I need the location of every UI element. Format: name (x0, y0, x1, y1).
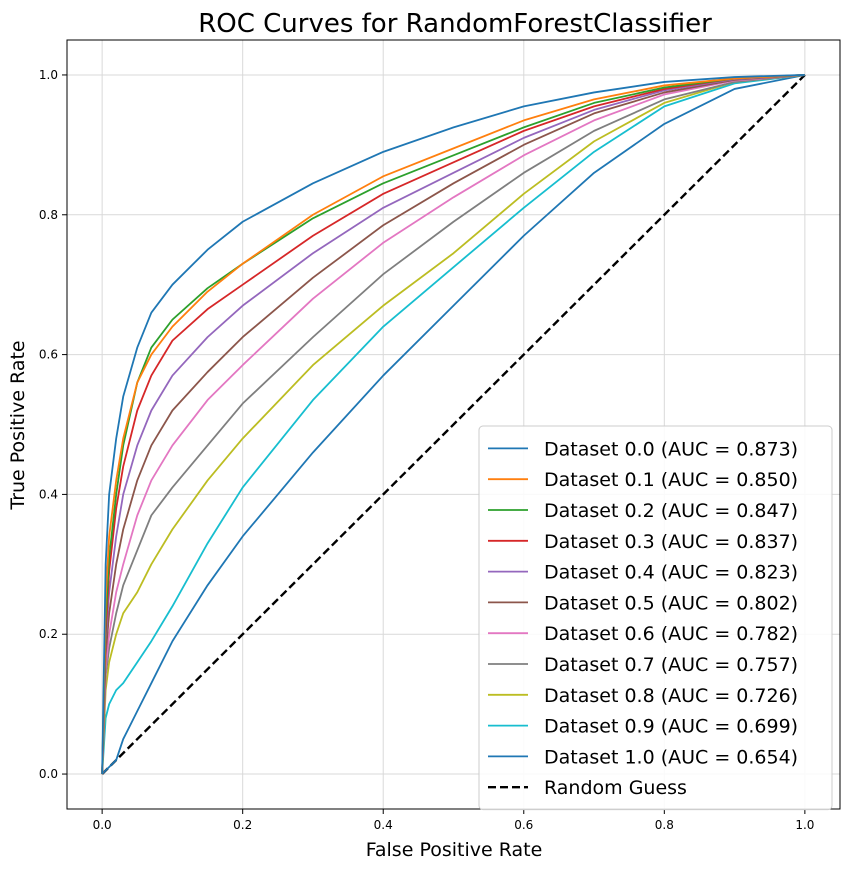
legend-box (478, 425, 833, 811)
legend-entry-label: Dataset 0.2 (AUC = 0.847) (544, 500, 798, 522)
roc-curve-series (101, 74, 805, 775)
roc-curve-series (101, 74, 805, 775)
legend-entry-label: Random Guess (544, 777, 687, 799)
x-tick-label: 1.0 (795, 818, 814, 832)
y-tick-label: 0.0 (39, 767, 58, 781)
legend-entry-label: Dataset 0.5 (AUC = 0.802) (544, 592, 798, 614)
plot-lines (101, 74, 806, 775)
x-tick-label: 0.4 (374, 818, 393, 832)
legend: Dataset 0.0 (AUC = 0.873) Dataset 0.1 (AU… (478, 425, 833, 811)
roc-curve-series (101, 74, 805, 775)
y-tick-label: 0.6 (39, 348, 58, 362)
legend-entry-label: Dataset 0.4 (AUC = 0.823) (544, 562, 798, 584)
legend-entry-label: Dataset 0.0 (AUC = 0.873) (544, 438, 798, 460)
legend-entry-label: Dataset 0.3 (AUC = 0.837) (544, 531, 798, 553)
roc-curve-series (101, 74, 805, 775)
y-tick-label: 0.2 (39, 627, 58, 641)
roc-curve-series (101, 74, 805, 775)
x-axis-title: False Positive Rate (366, 839, 543, 861)
x-tick-label: 0.8 (655, 818, 674, 832)
legend-entry-label: Dataset 0.6 (AUC = 0.782) (544, 623, 798, 645)
grid (67, 40, 840, 809)
legend-entry-label: Dataset 0.9 (AUC = 0.699) (544, 716, 798, 738)
roc-curve-series (101, 74, 805, 775)
roc-curve-series (101, 74, 805, 775)
legend-entry-label: Dataset 0.1 (AUC = 0.850) (544, 469, 798, 491)
legend-entry-label: Dataset 1.0 (AUC = 0.654) (544, 746, 798, 768)
roc-curve-series (101, 74, 805, 775)
chart-title: ROC Curves for RandomForestClassifier (198, 9, 712, 39)
axis-ticks: 0.0 0.2 0.4 0.6 0.8 1.0 0.0 0.2 0.4 0.6 0.8 1.0 (39, 68, 815, 832)
plot-frame (66, 39, 841, 810)
legend-entry-label: Dataset 0.8 (AUC = 0.726) (544, 685, 798, 707)
y-tick-label: 0.8 (39, 208, 58, 222)
x-tick-label: 0.0 (93, 818, 112, 832)
x-tick-label: 0.6 (514, 818, 533, 832)
random-guess-line (101, 74, 806, 775)
x-tick-label: 0.2 (233, 818, 252, 832)
y-tick-label: 1.0 (39, 68, 58, 82)
y-tick-label: 0.4 (39, 487, 58, 501)
roc-curve-series (101, 74, 805, 775)
roc-curve-series (101, 74, 806, 775)
legend-entry-label: Dataset 0.7 (AUC = 0.757) (544, 654, 798, 676)
y-axis-title: True Positive Rate (7, 340, 29, 510)
roc-curve-series (101, 74, 805, 775)
